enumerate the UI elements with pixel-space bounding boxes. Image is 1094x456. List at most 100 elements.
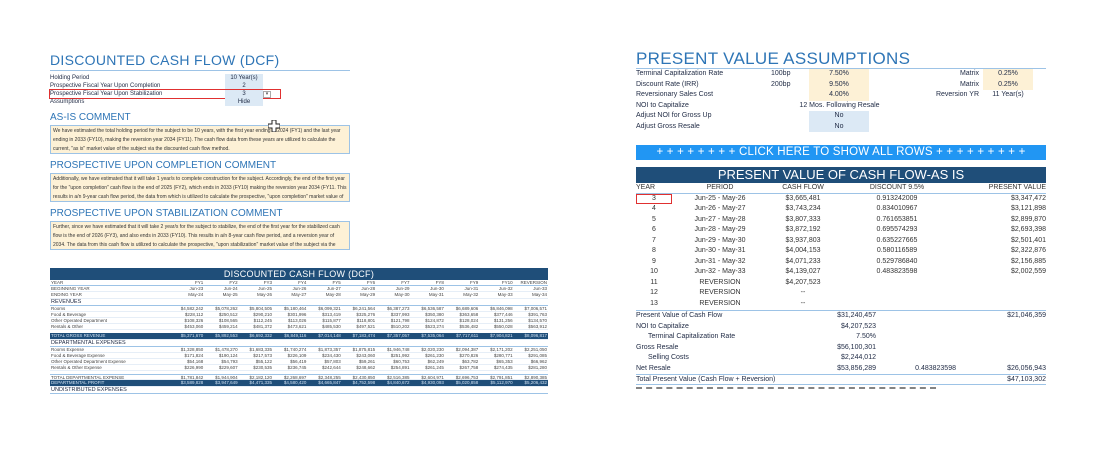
- cell-value[interactable]: $4,582,242: [180, 305, 204, 311]
- noi-capitalize-select[interactable]: 12 Mos. Following Resale: [799, 101, 880, 109]
- cell-value[interactable]: $59,261: [358, 358, 376, 364]
- cell-value[interactable]: $3,665,481: [785, 194, 821, 202]
- cell-value[interactable]: $453,060: [184, 324, 204, 330]
- cell-value[interactable]: $1,944,904: [215, 375, 238, 381]
- cell-value[interactable]: $377,446: [493, 311, 513, 317]
- cell-value[interactable]: $2,696,753: [455, 375, 479, 381]
- cell-value[interactable]: $108,326: [184, 317, 204, 323]
- cell-value[interactable]: $1,328,850: [180, 346, 204, 352]
- cell-value[interactable]: $280,771: [493, 352, 513, 358]
- cell-value[interactable]: $118,801: [356, 317, 376, 323]
- cell-value[interactable]: $5,206,432: [524, 380, 548, 386]
- cell-value[interactable]: $5,371,670: [180, 333, 204, 339]
- cell-value[interactable]: $550,028: [493, 324, 513, 330]
- cell-value[interactable]: $261,230: [425, 352, 444, 358]
- cell-value[interactable]: Jun-29 - May-30: [694, 236, 746, 244]
- cell-value[interactable]: $291,085: [528, 352, 548, 358]
- cell-value[interactable]: Jun-32: [498, 286, 513, 292]
- cell-value[interactable]: $1,781,842: [180, 375, 204, 381]
- cell-value[interactable]: Jun-26 - May-27: [694, 205, 746, 212]
- cell-value[interactable]: Jun-24: [223, 286, 238, 292]
- cell-value[interactable]: $1,740,274: [283, 346, 307, 352]
- cell-value[interactable]: REVERSION: [699, 289, 741, 296]
- cell-value[interactable]: $2,899,870: [1010, 215, 1046, 223]
- year-cell[interactable]: 9: [652, 257, 656, 265]
- cell-value[interactable]: $3,347,472: [1010, 194, 1046, 202]
- cell-value[interactable]: FY9: [470, 280, 479, 285]
- cell-value[interactable]: $3,743,234: [785, 205, 821, 212]
- cell-value[interactable]: [838, 288, 956, 299]
- cell-value[interactable]: $113,026: [287, 317, 307, 323]
- cell-value[interactable]: $6,536,587: [421, 305, 444, 311]
- cell-value[interactable]: $7,014,148: [318, 333, 341, 339]
- cell-value[interactable]: 0.580116589: [876, 247, 918, 254]
- cell-value[interactable]: $6,849,116: [284, 333, 307, 339]
- cell-value[interactable]: $563,912: [528, 324, 548, 330]
- cell-value[interactable]: $481,372: [253, 324, 273, 330]
- cell-value[interactable]: $2,430,850: [352, 375, 376, 381]
- cell-value[interactable]: $57,803: [324, 358, 341, 364]
- cell-value[interactable]: 0.635227665: [876, 236, 918, 244]
- cell-value[interactable]: Jun-25: [258, 286, 273, 292]
- cell-value[interactable]: $128,024: [459, 317, 479, 323]
- cell-value[interactable]: $115,877: [322, 317, 341, 323]
- cell-value[interactable]: $55,122: [255, 358, 273, 364]
- cell-value[interactable]: $2,268,697: [283, 375, 307, 381]
- cell-value[interactable]: Jun-29: [395, 286, 410, 292]
- year-cell[interactable]: 10: [650, 268, 658, 275]
- cell-value[interactable]: $1,946,748: [387, 346, 410, 352]
- gross-resale-select[interactable]: No: [809, 121, 869, 132]
- cell-value[interactable]: $66,962: [530, 358, 548, 364]
- cell-value[interactable]: $4,207,523: [785, 278, 821, 286]
- cell-value[interactable]: $2,322,876: [1010, 247, 1046, 254]
- year-cell[interactable]: 5: [652, 215, 656, 223]
- cell-value[interactable]: Jun-30 - May-31: [694, 247, 746, 254]
- cell-value[interactable]: $6,387,273: [387, 305, 410, 311]
- cell-value[interactable]: REVERSION: [699, 278, 741, 286]
- cell-value[interactable]: $325,276: [356, 311, 376, 317]
- cell-value[interactable]: $281,280: [528, 365, 548, 371]
- cell-value[interactable]: $226,109: [287, 352, 307, 358]
- cell-value[interactable]: $234,430: [322, 352, 341, 358]
- cell-value[interactable]: REVERSION: [520, 280, 548, 285]
- cell-value[interactable]: $4,071,233: [785, 257, 821, 265]
- cell-value[interactable]: $60,753: [393, 358, 410, 364]
- cell-value[interactable]: $242,644: [322, 365, 341, 371]
- year-cell[interactable]: 12: [650, 289, 658, 296]
- cell-value[interactable]: $2,604,971: [421, 375, 444, 381]
- cell-value[interactable]: $54,793: [221, 358, 238, 364]
- cell-value[interactable]: $2,348,255: [318, 375, 341, 381]
- cell-value[interactable]: May-30: [394, 292, 410, 298]
- cell-value[interactable]: $3,872,192: [785, 226, 821, 233]
- cell-value[interactable]: $8,096,817: [524, 333, 548, 339]
- cell-value[interactable]: $497,521: [356, 324, 376, 330]
- cell-value[interactable]: $134,570: [528, 317, 548, 323]
- gross-up-select[interactable]: No: [809, 111, 869, 122]
- year-cell[interactable]: 6: [652, 226, 656, 233]
- cell-value[interactable]: FY1: [195, 280, 204, 285]
- year-cell[interactable]: 11: [650, 278, 658, 286]
- cell-value[interactable]: $274,435: [493, 365, 513, 371]
- cell-value[interactable]: $4,930,093: [421, 380, 444, 386]
- cell-value[interactable]: $3,807,333: [785, 215, 821, 223]
- cell-value[interactable]: 0.913242009: [876, 194, 918, 202]
- cell-value[interactable]: Jun-23: [189, 286, 204, 292]
- cell-value[interactable]: $2,002,559: [1010, 268, 1046, 275]
- cell-value[interactable]: $121,798: [390, 317, 410, 323]
- cell-value[interactable]: $3,589,828: [180, 380, 204, 386]
- cell-value[interactable]: FY10: [501, 280, 513, 285]
- year-cell[interactable]: 8: [652, 247, 656, 254]
- sales-cost-input[interactable]: 4.00%: [809, 90, 869, 101]
- cell-value[interactable]: $2,501,401: [1010, 236, 1046, 244]
- cell-value[interactable]: $313,419: [322, 311, 341, 317]
- cell-value[interactable]: Jun-26: [292, 286, 307, 292]
- cell-value[interactable]: May-32: [463, 292, 479, 298]
- cell-value[interactable]: Jun-25 - May-26: [694, 194, 746, 202]
- cell-value[interactable]: $2,020,230: [421, 346, 444, 352]
- cell-value[interactable]: $7,535,064: [421, 333, 444, 339]
- cell-value[interactable]: $391,763: [528, 311, 548, 317]
- cell-value[interactable]: $510,202: [390, 324, 410, 330]
- cell-value[interactable]: $4,840,672: [387, 380, 410, 386]
- cell-value[interactable]: $7,183,474: [352, 333, 376, 339]
- cell-value[interactable]: --: [800, 299, 806, 307]
